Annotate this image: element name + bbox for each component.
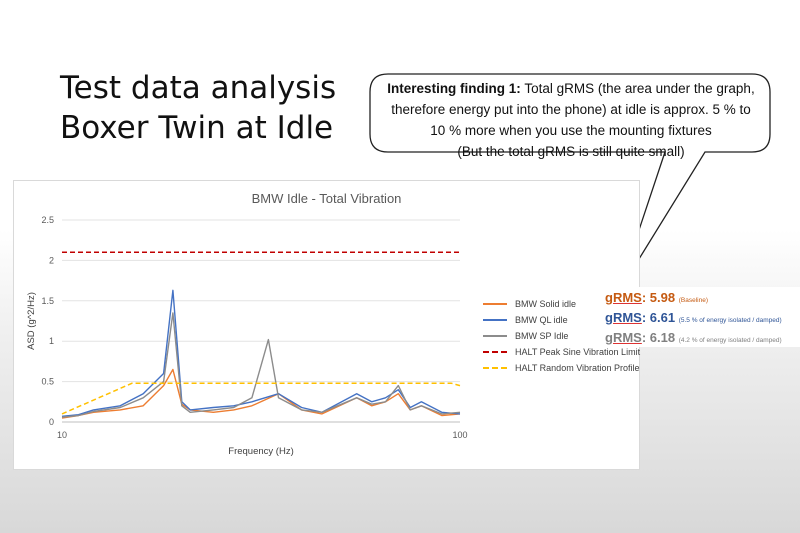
y-tick-label: 0.5 bbox=[41, 377, 54, 387]
legend-item: BMW QL idle bbox=[483, 312, 640, 328]
chart-plot: 0 0.5 1 1.5 2 2.5 10 100 Frequency (Hz) ASD (g^2/… bbox=[26, 215, 468, 457]
legend-label: BMW Solid idle bbox=[515, 299, 577, 309]
slide-title: Test data analysis Boxer Twin at Idle bbox=[60, 68, 336, 148]
y-tick-label: 0 bbox=[49, 417, 54, 427]
legend-item: BMW SP Idle bbox=[483, 328, 640, 344]
grms-note: (4.2 % of energy isolated / damped) bbox=[678, 337, 782, 344]
grms-note: (Baseline) bbox=[678, 297, 708, 304]
legend-swatch bbox=[483, 319, 507, 321]
y-tick-label: 1.5 bbox=[41, 296, 54, 306]
y-axis-label: ASD (g^2/Hz) bbox=[26, 292, 37, 350]
x-tick-label: 10 bbox=[57, 430, 67, 440]
legend-item: BMW Solid idle bbox=[483, 296, 640, 312]
callout-line1: Total gRMS (the area under the graph, bbox=[524, 81, 755, 96]
grms-row-sp: gRMS: 6.18 (4.2 % of energy isolated / d… bbox=[605, 330, 782, 345]
callout-line2: therefore energy put into the phone) at … bbox=[391, 102, 751, 117]
chart-title: BMW Idle - Total Vibration bbox=[251, 191, 402, 206]
grms-row-solid: gRMS: 5.98 (Baseline) bbox=[605, 290, 708, 305]
y-tick-label: 2 bbox=[49, 255, 54, 265]
callout-line4: (But the total gRMS is still quite small… bbox=[457, 144, 685, 159]
legend-label: HALT Peak Sine Vibration Limit bbox=[515, 347, 641, 357]
grms-label: gRMS bbox=[605, 290, 642, 305]
slide-title-line1: Test data analysis bbox=[60, 70, 337, 106]
grms-label: gRMS bbox=[605, 310, 642, 325]
legend-label: HALT Random Vibration Profile bbox=[515, 363, 640, 373]
legend-swatch bbox=[483, 351, 507, 353]
grms-value: : 6.18 bbox=[641, 330, 676, 345]
legend-swatch bbox=[483, 335, 507, 337]
grms-note: (5.5 % of energy isolated / damped) bbox=[678, 317, 782, 324]
grms-row-ql: gRMS: 6.61 (5.5 % of energy isolated / d… bbox=[605, 310, 782, 325]
legend-item: HALT Random Vibration Profile bbox=[483, 360, 640, 376]
chart-legend: BMW Solid idle BMW QL idle BMW SP Idle HALT… bbox=[483, 296, 640, 376]
legend-swatch bbox=[483, 303, 507, 305]
callout-bold-prefix: Interesting finding 1: bbox=[387, 81, 521, 96]
slide-title-line2: Boxer Twin at Idle bbox=[60, 110, 334, 146]
x-axis-label: Frequency (Hz) bbox=[228, 446, 293, 457]
callout-line3: 10 % more when you use the mounting fixt… bbox=[430, 123, 712, 138]
legend-label: BMW SP Idle bbox=[515, 331, 569, 341]
y-tick-label: 2.5 bbox=[41, 215, 54, 225]
series-line-1 bbox=[61, 289, 461, 417]
series-line-2 bbox=[61, 312, 461, 418]
legend-label: BMW QL idle bbox=[515, 315, 568, 325]
callout-text: Interesting finding 1: Total gRMS (the a… bbox=[372, 78, 770, 162]
series-line-0 bbox=[61, 368, 461, 419]
x-tick-label: 100 bbox=[452, 430, 467, 440]
grms-label: gRMS bbox=[605, 330, 642, 345]
series-line-4 bbox=[61, 382, 461, 415]
legend-swatch bbox=[483, 367, 507, 369]
legend-item: HALT Peak Sine Vibration Limit bbox=[483, 344, 640, 360]
grms-value: : 5.98 bbox=[641, 290, 676, 305]
grms-value: : 6.61 bbox=[641, 310, 676, 325]
y-tick-label: 1 bbox=[49, 336, 54, 346]
grms-panel: gRMS: 5.98 (Baseline) gRMS: 6.61 (5.5 % … bbox=[600, 287, 800, 347]
